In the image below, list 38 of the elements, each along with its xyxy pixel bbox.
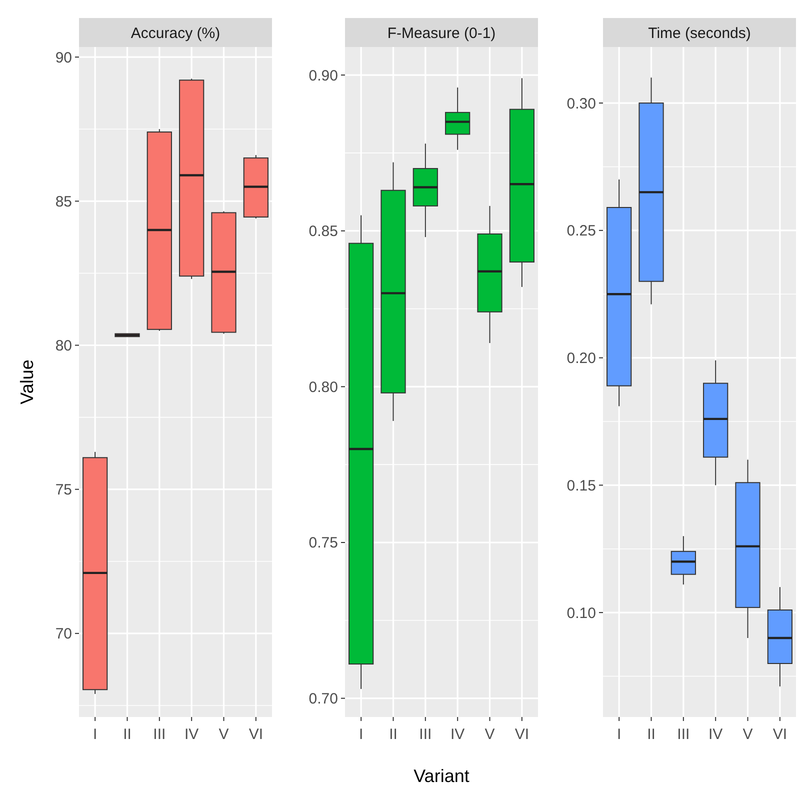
- y-tick-label: 80: [55, 338, 72, 355]
- y-tick-label: 75: [55, 482, 72, 499]
- x-tick-label: I: [358, 726, 364, 743]
- x-tick-label: VI: [514, 726, 530, 743]
- y-axis-title: Value: [17, 360, 37, 404]
- x-tick-label: II: [123, 726, 132, 743]
- x-tick-label: VI: [772, 726, 788, 743]
- x-tick-label: II: [389, 726, 398, 743]
- y-tick-label: 85: [55, 193, 72, 210]
- y-tick-label: 0.10: [566, 604, 596, 622]
- x-axis-title: Variant: [414, 766, 470, 786]
- y-tick-label: 0.85: [308, 223, 338, 240]
- y-tick-label: 0.25: [566, 222, 596, 240]
- y-tick-label: 0.80: [308, 378, 338, 396]
- chart-title: Time (seconds): [648, 25, 751, 42]
- x-tick-label: III: [419, 726, 432, 743]
- y-tick-label: 0.15: [566, 477, 596, 494]
- chart-title: Accuracy (%): [130, 25, 220, 42]
- y-tick-label: 0.30: [566, 95, 596, 112]
- x-tick-label: I: [616, 726, 622, 743]
- y-tick-label: 90: [55, 49, 72, 66]
- x-tick-label: V: [218, 726, 229, 743]
- x-tick-label: IV: [708, 726, 723, 743]
- x-tick-label: I: [92, 726, 98, 743]
- chart-title: F-Measure (0-1): [387, 25, 496, 42]
- x-tick-label: VI: [248, 726, 264, 743]
- y-tick-label: 0.20: [566, 350, 596, 368]
- y-tick-label: 0.70: [308, 690, 338, 708]
- x-tick-label: III: [677, 726, 690, 743]
- x-tick-label: V: [742, 726, 753, 743]
- x-tick-label: II: [647, 726, 656, 743]
- y-tick-label: 70: [55, 626, 72, 643]
- x-tick-label: IV: [184, 726, 199, 743]
- x-tick-label: IV: [450, 726, 465, 743]
- x-tick-label: V: [484, 726, 495, 743]
- y-tick-label: 0.90: [308, 67, 338, 84]
- y-tick-label: 0.75: [308, 534, 338, 552]
- x-tick-label: III: [153, 726, 166, 743]
